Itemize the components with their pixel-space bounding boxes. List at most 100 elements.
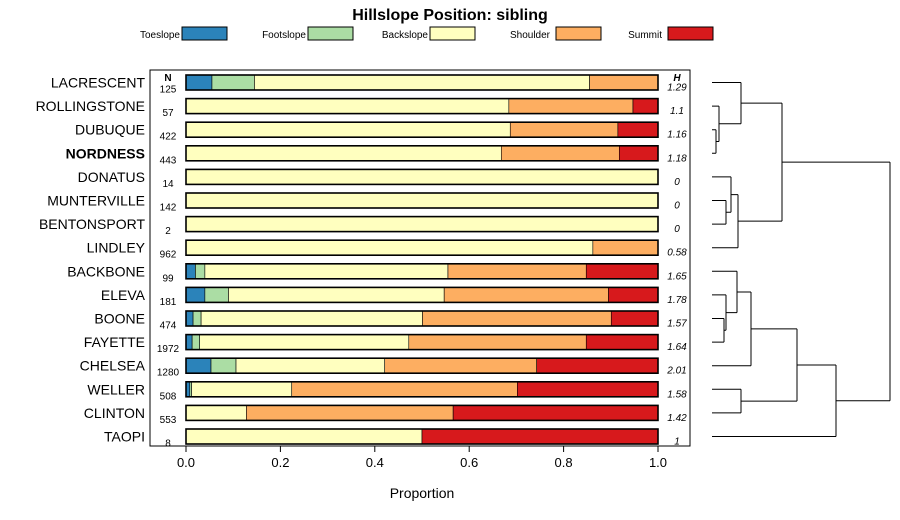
dendrogram-branch — [712, 82, 742, 125]
x-tick-label: 0.6 — [460, 455, 478, 470]
n-column-header: N — [164, 73, 171, 84]
bar-segment-backslope — [185, 121, 511, 138]
row-label: BACKBONE — [67, 263, 145, 279]
bar-segment-summit — [585, 263, 659, 280]
bar-segment-toeslope — [185, 310, 194, 327]
bar-outline — [185, 286, 659, 304]
bar-outline — [185, 239, 659, 256]
bar-segment-backslope — [185, 216, 659, 232]
dendrogram-branch — [741, 328, 798, 402]
bar-outline — [185, 192, 659, 209]
h-value: 2.01 — [666, 366, 686, 377]
row-rollingstone: ROLLINGSTONE 57 1.1 — [36, 97, 684, 119]
dendrogram-branch — [738, 102, 783, 222]
bar-outline — [185, 333, 659, 351]
legend-label-backslope: Backslope — [382, 30, 429, 41]
bar-segment-shoulder — [422, 310, 612, 327]
legend-label-toeslope: Toeslope — [140, 30, 180, 41]
row-label: MUNTERVILLE — [47, 193, 145, 209]
row-label: CLINTON — [84, 405, 145, 421]
h-value: 1.64 — [667, 342, 687, 353]
dendrogram-branch — [712, 194, 739, 249]
n-value: 8 — [165, 439, 171, 450]
row-nordness: NORDNESS 443 1.18 — [66, 145, 687, 166]
bar-outline — [185, 121, 659, 138]
x-tick-label: 0.0 — [177, 455, 195, 470]
legend-swatch-summit — [667, 26, 714, 41]
x-tick-label: 1.0 — [649, 455, 667, 470]
row-label: NORDNESS — [66, 145, 145, 161]
h-value: 0.58 — [667, 248, 687, 259]
row-label: LINDLEY — [87, 240, 146, 256]
row-label: FAYETTE — [84, 334, 145, 350]
bar-segment-backslope — [235, 357, 386, 374]
bar-segment-summit — [608, 287, 659, 303]
row-bentonsport: BENTONSPORT 2 0 — [39, 215, 680, 237]
n-value: 508 — [160, 391, 177, 402]
bar-segment-backslope — [185, 169, 659, 185]
bar-segment-summit — [536, 357, 659, 374]
h-value: 0 — [674, 201, 680, 212]
bar-segment-shoulder — [447, 263, 587, 280]
bar-outline — [185, 215, 659, 233]
x-tick-label: 0.2 — [271, 455, 289, 470]
h-value: 1.29 — [667, 83, 687, 94]
bar-outline — [185, 145, 659, 162]
dendrogram-branch — [712, 176, 732, 213]
h-value: 1.78 — [667, 295, 687, 306]
row-donatus: DONATUS 14 0 — [78, 168, 680, 190]
bar-segment-shoulder — [384, 357, 537, 374]
row-chelsea: CHELSEA 1280 2.01 — [80, 357, 687, 379]
n-value: 2 — [165, 226, 171, 237]
h-value: 1 — [674, 437, 680, 448]
n-value: 443 — [160, 155, 177, 166]
h-value: 1.57 — [667, 319, 687, 330]
n-value: 57 — [162, 108, 174, 119]
bar-segment-shoulder — [408, 334, 587, 350]
bar-segment-backslope — [200, 310, 423, 327]
n-value: 181 — [160, 297, 177, 308]
row-label: CHELSEA — [80, 358, 146, 374]
bar-outline — [185, 262, 659, 280]
dendrogram-branch — [712, 129, 717, 154]
dendrogram-branch — [712, 270, 738, 314]
h-value: 0 — [674, 224, 680, 235]
dendrogram-branch — [712, 388, 742, 414]
legend-swatch-toeslope — [181, 26, 228, 41]
bar-segment-backslope — [228, 287, 445, 303]
bar-outline — [185, 74, 659, 91]
row-label: ELEVA — [101, 287, 146, 303]
bar-segment-shoulder — [246, 405, 454, 421]
row-lacrescent: LACRESCENT 125 1.29 — [51, 74, 687, 96]
bar-outline — [185, 168, 659, 186]
h-column-header: H — [673, 73, 681, 84]
bar-segment-toeslope — [185, 74, 213, 91]
bar-segment-shoulder — [589, 74, 659, 91]
row-fayette: FAYETTE 1972 1.64 — [84, 333, 687, 355]
h-value: 0 — [674, 177, 680, 188]
bar-segment-toeslope — [185, 357, 212, 374]
bar-segment-shoulder — [500, 145, 620, 162]
plot-frame — [149, 69, 691, 447]
dendrogram-branch — [712, 318, 725, 343]
bar-segment-shoulder — [508, 98, 634, 114]
bar-segment-toeslope — [185, 263, 196, 280]
row-label: DUBUQUE — [75, 122, 145, 138]
bar-segment-shoulder — [291, 381, 518, 398]
bar-segment-summit — [618, 145, 659, 162]
bar-segment-backslope — [191, 381, 293, 398]
n-value: 422 — [160, 132, 177, 143]
bar-segment-summit — [517, 381, 659, 398]
dendrogram-branch — [712, 291, 752, 367]
bar-segment-shoulder — [592, 239, 659, 256]
dendrogram-branch — [782, 161, 891, 402]
bar-segment-summit — [610, 310, 659, 327]
row-eleva: ELEVA 181 1.78 — [101, 286, 687, 308]
legend: Toeslope Footslope Backslope Shoulder Summit — [140, 26, 714, 41]
row-lindley: LINDLEY 962 0.58 — [87, 239, 687, 261]
bar-segment-backslope — [185, 98, 510, 114]
row-label: BENTONSPORT — [39, 216, 146, 232]
bar-segment-backslope — [185, 239, 594, 256]
row-weller: WELLER 508 1.58 — [87, 380, 687, 402]
row-label: DONATUS — [78, 169, 145, 185]
